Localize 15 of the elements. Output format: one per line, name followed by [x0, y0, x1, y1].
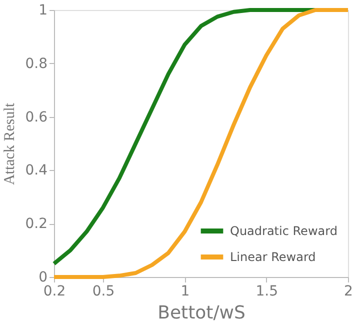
line-series: [52, 8, 350, 279]
x-tick-label: 1.5: [256, 284, 278, 300]
y-tick-label: 0.6: [25, 109, 48, 126]
y-tick-label: 0.2: [25, 216, 48, 232]
y-tick-label: 0: [38, 270, 48, 286]
y-tick-label: 0.4: [25, 162, 48, 179]
x-axis-title: Bettot/wS: [158, 302, 246, 323]
legend-label: Linear Reward: [230, 250, 316, 264]
x-tick-label: 1: [180, 284, 190, 300]
y-tick-label: 1: [38, 2, 48, 18]
legend-label: Quadratic Reward: [230, 224, 338, 238]
y-axis-title: Attack Result: [2, 102, 18, 186]
x-tick-label: 2: [344, 284, 353, 300]
x-tick-label: 0.5: [92, 284, 115, 300]
y-tick-label: 0.8: [25, 56, 48, 72]
